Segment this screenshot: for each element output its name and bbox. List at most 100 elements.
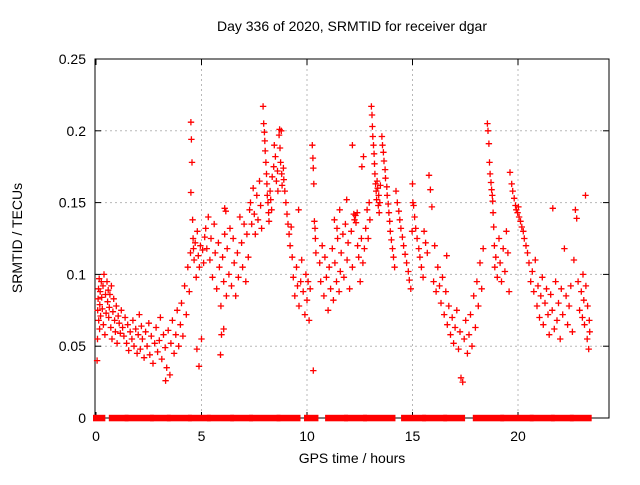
data-point-marker — [231, 259, 238, 267]
data-point-marker — [544, 311, 552, 318]
data-point-marker — [330, 297, 337, 304]
data-point-marker — [512, 202, 519, 209]
data-point-marker — [395, 208, 402, 215]
data-point-marker — [377, 182, 384, 189]
data-point-marker — [181, 282, 188, 290]
data-point-marker — [94, 295, 102, 302]
y-tick-label: 0.1 — [67, 266, 87, 282]
data-point-marker — [527, 278, 534, 285]
data-point-marker — [323, 274, 330, 281]
data-point-marker — [572, 206, 579, 213]
data-point-marker — [324, 307, 332, 314]
data-point-marker — [462, 317, 469, 324]
zero-value-segment — [206, 414, 235, 422]
data-point-marker — [259, 103, 267, 110]
data-point-marker — [206, 256, 214, 264]
zero-value-segment — [363, 414, 396, 422]
data-point-marker — [504, 249, 512, 257]
data-point-marker — [489, 198, 496, 205]
data-point-marker — [132, 325, 139, 333]
data-point-marker — [368, 111, 376, 119]
data-point-marker — [399, 233, 406, 241]
data-point-marker — [443, 252, 450, 259]
data-point-marker — [146, 351, 153, 358]
data-point-marker — [262, 159, 270, 166]
data-point-marker — [467, 311, 474, 318]
data-point-marker — [508, 180, 515, 188]
data-point-marker — [380, 149, 387, 156]
data-point-marker — [277, 159, 284, 166]
data-point-marker — [411, 213, 418, 221]
data-point-marker — [120, 332, 128, 340]
data-point-marker — [505, 288, 513, 295]
data-point-marker — [201, 233, 208, 241]
data-point-marker — [138, 322, 145, 330]
data-point-marker — [99, 282, 107, 290]
data-point-marker — [261, 137, 268, 145]
data-point-marker — [515, 213, 523, 221]
data-point-marker — [371, 170, 379, 178]
data-point-marker — [562, 292, 570, 300]
data-point-marker — [188, 159, 196, 166]
data-point-marker — [94, 335, 101, 343]
data-point-marker — [221, 231, 228, 238]
data-point-marker — [301, 311, 309, 318]
data-point-marker — [275, 131, 283, 139]
data-point-marker — [334, 235, 341, 242]
data-point-marker — [442, 288, 449, 295]
data-point-marker — [167, 340, 175, 347]
data-point-marker — [388, 236, 395, 244]
data-point-marker — [476, 259, 484, 267]
data-point-marker — [94, 307, 101, 314]
data-point-marker — [261, 129, 268, 136]
data-point-marker — [400, 242, 407, 249]
data-point-marker — [163, 364, 170, 371]
data-point-marker — [319, 242, 326, 249]
data-point-marker — [282, 199, 290, 206]
data-point-marker — [418, 264, 425, 271]
data-point-marker — [213, 285, 220, 292]
data-point-marker — [169, 317, 176, 324]
data-point-marker — [228, 282, 235, 290]
data-point-marker — [290, 274, 297, 281]
data-point-marker — [264, 192, 271, 199]
data-point-marker — [212, 249, 219, 257]
data-point-marker — [187, 189, 195, 196]
data-point-marker — [495, 235, 503, 242]
data-point-marker — [98, 278, 105, 285]
data-point-marker — [199, 246, 206, 254]
data-point-marker — [137, 345, 144, 353]
data-point-marker — [98, 294, 105, 301]
data-point-marker — [373, 196, 380, 203]
data-point-marker — [273, 177, 280, 185]
data-point-marker — [424, 249, 431, 257]
data-point-marker — [188, 136, 195, 143]
data-point-marker — [439, 274, 446, 281]
data-point-marker — [496, 259, 504, 267]
data-point-marker — [312, 235, 319, 242]
data-point-marker — [113, 302, 120, 310]
data-point-marker — [432, 288, 440, 295]
data-point-marker — [336, 206, 343, 213]
data-point-marker — [320, 292, 328, 300]
data-point-marker — [382, 175, 389, 182]
data-point-marker — [536, 314, 543, 321]
data-point-marker — [142, 328, 149, 335]
data-point-marker — [226, 225, 234, 232]
data-point-marker — [480, 245, 487, 252]
data-point-marker — [305, 317, 313, 324]
data-point-marker — [409, 180, 416, 188]
data-point-marker — [484, 127, 492, 134]
data-point-marker — [203, 245, 210, 252]
y-tick-label: 0.25 — [59, 51, 86, 67]
data-point-marker — [416, 254, 424, 261]
x-axis-label: GPS time / hours — [299, 450, 406, 466]
data-point-marker — [103, 278, 111, 285]
data-point-marker — [541, 299, 549, 307]
data-point-marker — [162, 344, 169, 351]
data-point-marker — [445, 302, 452, 310]
zero-value-segment — [93, 414, 106, 422]
data-point-marker — [124, 321, 131, 328]
data-point-marker — [107, 324, 114, 331]
